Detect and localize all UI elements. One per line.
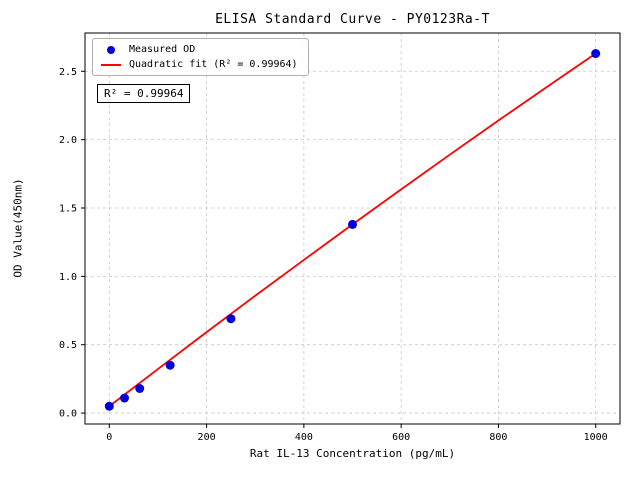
chart-title: ELISA Standard Curve - PY0123Ra-T <box>215 12 490 27</box>
axes-border <box>84 32 621 425</box>
x-tick-label: 200 <box>198 432 216 443</box>
scatter-marker-icon <box>107 45 115 54</box>
x-tick-label: 0 <box>106 432 112 443</box>
legend-label-measured-od: Measured OD <box>129 44 196 55</box>
y-tick-label: 2.0 <box>59 135 77 146</box>
data-point <box>120 393 130 403</box>
data-point <box>165 360 175 370</box>
x-tick-label: 400 <box>295 432 313 443</box>
data-point <box>348 219 357 229</box>
legend-label-quadratic-fit: Quadratic fit (R² = 0.99964) <box>129 59 298 70</box>
data-point <box>104 401 114 411</box>
x-axis-label: Rat IL-13 Concentration (pg/mL) <box>249 447 456 460</box>
tick-marks <box>81 70 597 428</box>
legend: Measured OD Quadratic fit (R² = 0.99964) <box>92 38 309 76</box>
y-axis-label: OD Value(450nm) <box>11 178 25 278</box>
legend-item-quadratic-fit: Quadratic fit (R² = 0.99964) <box>101 59 298 70</box>
data-point <box>226 314 236 324</box>
y-tick-label: 1.5 <box>59 203 77 214</box>
y-tick-label: 0.0 <box>59 409 77 420</box>
fit-line <box>108 52 597 407</box>
plot-grid <box>85 33 620 424</box>
data-point <box>135 383 145 393</box>
y-tick-label: 2.5 <box>59 67 77 78</box>
y-tick-label: 1.0 <box>59 272 77 283</box>
data-point <box>591 49 601 59</box>
x-tick-label: 600 <box>392 432 410 443</box>
x-tick-label: 1000 <box>584 432 608 443</box>
line-marker-icon <box>101 63 121 66</box>
r-squared-annotation: R² = 0.99964 <box>97 84 191 103</box>
measured-od-points <box>104 49 601 411</box>
legend-item-measured-od: Measured OD <box>101 44 298 55</box>
x-tick-label: 800 <box>489 432 507 443</box>
y-tick-label: 0.5 <box>59 340 77 351</box>
